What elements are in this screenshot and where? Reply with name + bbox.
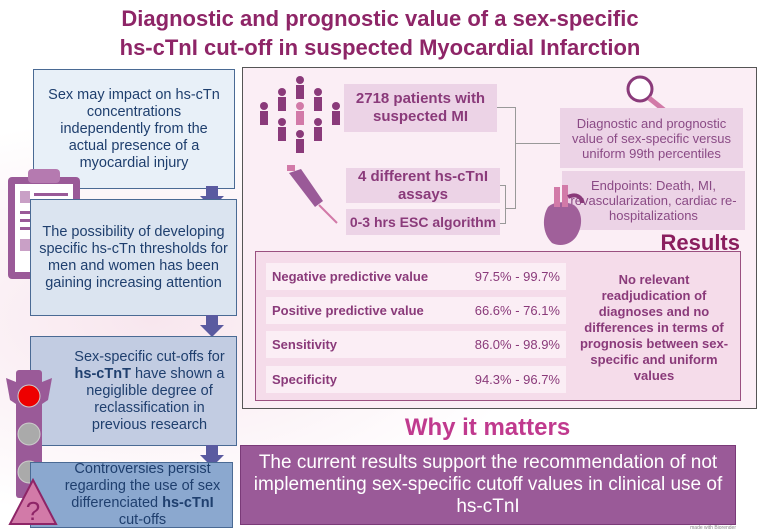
flow-box-1: Sex may impact on hs-cTn concentrations … — [33, 69, 235, 189]
pipette-icon — [287, 165, 338, 224]
result-row-sensitivity: Sensitivity 86.0% - 98.9% — [266, 331, 566, 358]
flow-box-4: Controversies persist regarding the use … — [30, 461, 233, 528]
result-row-npv: Negative predictive value 97.5% - 99.7% — [266, 263, 566, 290]
result-label: Sensitivity — [272, 337, 338, 352]
page-title: Diagnostic and prognostic value of a sex… — [0, 4, 760, 62]
connector — [505, 185, 506, 223]
result-label: Positive predictive value — [272, 303, 424, 318]
connector — [515, 143, 560, 144]
aim-box: Diagnostic and prognostic value of sex-s… — [560, 108, 743, 168]
connector — [500, 185, 506, 186]
algorithm-box: 0-3 hrs ESC algorithm — [346, 209, 500, 235]
connector — [515, 107, 516, 208]
patients-text: 2718 patients with suspected MI — [355, 90, 486, 125]
flow-text: The possibility of developing specific h… — [39, 223, 228, 291]
flow-box-2: The possibility of developing specific h… — [30, 199, 237, 316]
results-heading: Results — [660, 230, 740, 255]
results-summary: No relevant readjudication of diagnoses … — [579, 272, 729, 383]
connector — [497, 107, 515, 108]
result-value: 66.6% - 76.1% — [474, 303, 560, 318]
result-row-specificity: Specificity 94.3% - 96.7% — [266, 366, 566, 393]
algorithm-text: 0-3 hrs ESC algorithm — [349, 214, 497, 230]
connector — [505, 208, 516, 209]
arrow-down-icon — [200, 315, 224, 337]
why-text: The current results support the recommen… — [253, 452, 723, 517]
svg-text:?: ? — [26, 496, 40, 526]
endpoints-text: Endpoints: Death, MI, revascularization,… — [570, 178, 737, 223]
magnifier-icon — [626, 75, 666, 112]
people-network-icon — [260, 76, 340, 153]
patients-box: 2718 patients with suspected MI — [344, 84, 497, 132]
result-value: 86.0% - 98.9% — [474, 337, 560, 352]
warning-icon: ? — [8, 478, 58, 526]
flow-text: Sex may impact on hs-cTn concentrations … — [48, 86, 220, 171]
result-label: Negative predictive value — [272, 269, 429, 284]
endpoints-box: Endpoints: Death, MI, revascularization,… — [562, 171, 745, 230]
title-line-2: hs-cTnI cut-off in suspected Myocardial … — [119, 35, 641, 60]
heart-icon — [543, 185, 584, 245]
result-value: 97.5% - 99.7% — [474, 269, 560, 284]
result-row-ppv: Positive predictive value 66.6% - 76.1% — [266, 297, 566, 324]
why-heading: Why it matters — [404, 414, 571, 441]
title-line-1: Diagnostic and prognostic value of a sex… — [121, 6, 639, 31]
flow-text: Sex-specific cut-offs for hs-cTnT have s… — [74, 348, 225, 433]
assays-box: 4 different hs-cTnI assays — [346, 168, 500, 203]
why-box: The current results support the recommen… — [240, 445, 736, 525]
aim-text: Diagnostic and prognostic value of sex-s… — [572, 115, 731, 161]
result-label: Specificity — [272, 372, 338, 387]
assays-text: 4 different hs-cTnI assays — [357, 167, 488, 203]
connector — [500, 223, 506, 224]
flow-text: Controversies persist regarding the use … — [64, 461, 221, 528]
flow-box-3: Sex-specific cut-offs for hs-cTnT have s… — [30, 336, 237, 446]
credit: made with Biorender — [690, 525, 736, 531]
result-value: 94.3% - 96.7% — [474, 372, 560, 387]
